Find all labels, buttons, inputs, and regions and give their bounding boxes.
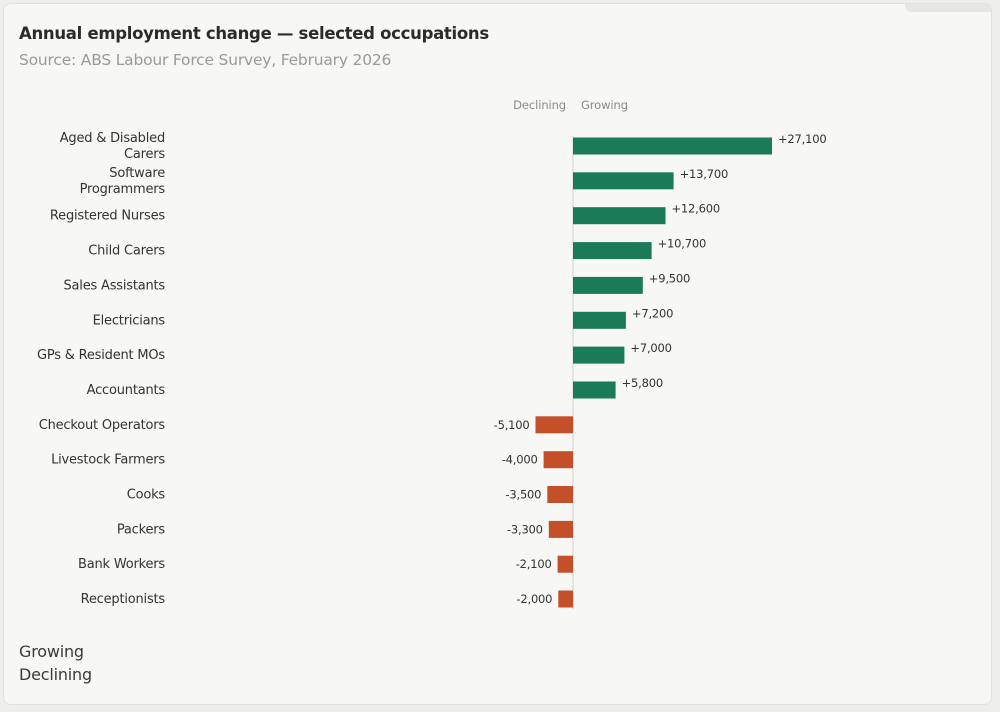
corner-tab bbox=[905, 4, 991, 12]
bar-declining bbox=[543, 451, 573, 469]
legend-declining: Declining bbox=[19, 665, 92, 684]
category-label: Software Programmers bbox=[80, 166, 166, 197]
bar-value-label: +7,000 bbox=[630, 341, 671, 355]
bar-value-label: -2,000 bbox=[516, 592, 552, 606]
category-label: Sales Assistants bbox=[63, 278, 165, 293]
bar-value-label: -3,300 bbox=[507, 522, 543, 536]
category-label: Aged & Disabled Carers bbox=[60, 131, 166, 162]
chart-title: Annual employment change — selected occu… bbox=[19, 24, 489, 43]
category-label: GPs & Resident MOs bbox=[37, 348, 165, 363]
category-label: Child Carers bbox=[88, 244, 165, 259]
bar-growing bbox=[573, 207, 666, 225]
header-growing-label: Growing bbox=[581, 98, 628, 112]
bars-group: +27,100 Aged & Disabled Carers +13,700 Softw… bbox=[37, 131, 827, 610]
category-label: Electricians bbox=[93, 313, 166, 328]
bar-value-label: -4,000 bbox=[502, 453, 538, 467]
bar-declining bbox=[548, 520, 573, 538]
bar-growing bbox=[573, 346, 625, 364]
category-label: Cooks bbox=[127, 488, 166, 503]
category-label: Accountants bbox=[87, 383, 166, 398]
bar-value-label: +9,500 bbox=[649, 271, 690, 285]
bar-value-label: -2,100 bbox=[516, 557, 552, 571]
legend-growing: Growing bbox=[19, 642, 84, 661]
chart-subtitle: Source: ABS Labour Force Survey, Februar… bbox=[19, 51, 392, 69]
chart-card bbox=[3, 3, 992, 705]
bar-declining bbox=[557, 555, 573, 573]
bar-value-label: +5,800 bbox=[622, 376, 663, 390]
category-label: Bank Workers bbox=[78, 557, 165, 572]
bar-growing bbox=[573, 311, 626, 329]
bar-declining bbox=[558, 590, 573, 608]
bar-growing bbox=[573, 137, 772, 155]
bar-value-label: -3,500 bbox=[505, 488, 541, 502]
category-label: Checkout Operators bbox=[39, 418, 166, 433]
category-label: Packers bbox=[117, 522, 166, 537]
bar-growing bbox=[573, 242, 652, 260]
bar-value-label: +27,100 bbox=[778, 132, 826, 146]
bar-growing bbox=[573, 172, 674, 190]
bar-growing bbox=[573, 276, 643, 294]
bar-value-label: +12,600 bbox=[672, 202, 720, 216]
bar-declining bbox=[547, 486, 573, 503]
category-label: Receptionists bbox=[81, 592, 166, 607]
bar-value-label: +13,700 bbox=[680, 167, 728, 181]
bar-growing bbox=[573, 381, 616, 399]
bar-value-label: +7,200 bbox=[632, 306, 673, 320]
bar-value-label: +10,700 bbox=[658, 237, 706, 251]
category-label: Livestock Farmers bbox=[51, 453, 165, 468]
category-label: Registered Nurses bbox=[50, 209, 165, 224]
bar-value-label: -5,100 bbox=[494, 418, 530, 432]
header-declining-label: Declining bbox=[513, 98, 566, 112]
bar-declining bbox=[535, 416, 573, 434]
